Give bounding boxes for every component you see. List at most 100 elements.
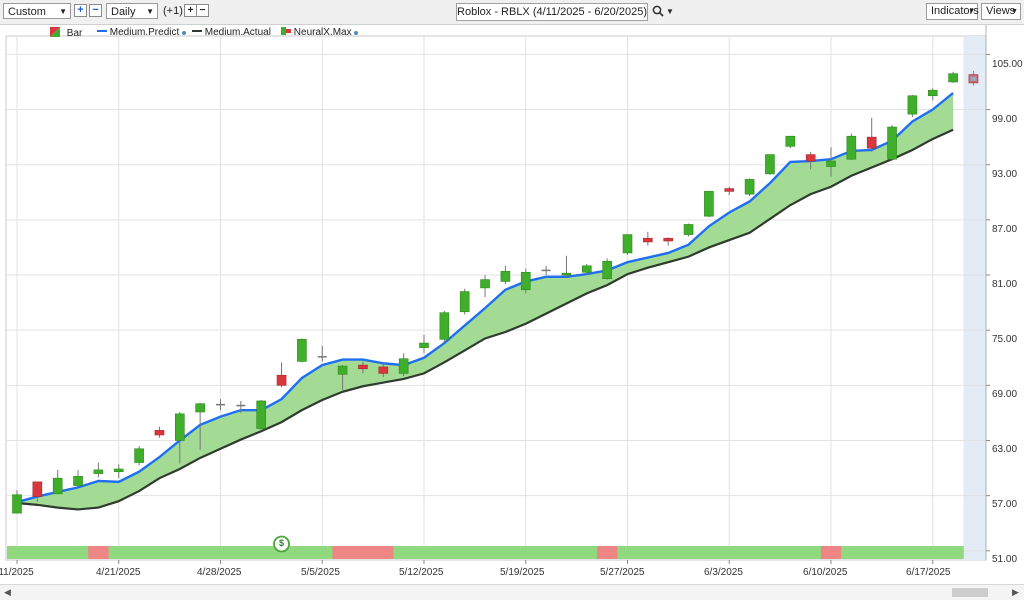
candle-body (622, 234, 633, 254)
horizontal-scrollbar[interactable]: ◀ ▶ (0, 584, 1024, 600)
scrollbar-thumb[interactable] (952, 588, 988, 597)
candle-body (683, 224, 694, 235)
candle-body (439, 312, 450, 340)
y-tick-label: 63.00 (992, 444, 1018, 455)
preset-value: Custom (8, 6, 46, 18)
signal-band-segment (780, 546, 801, 559)
candle-body (785, 135, 796, 147)
actual-line-icon (192, 30, 202, 32)
x-tick-label: 5/27/2025 (600, 567, 645, 578)
settings-dot-icon[interactable] (354, 31, 359, 35)
signal-marker-icon (273, 535, 290, 553)
signal-band-segment (698, 546, 720, 559)
signal-band-segment (617, 546, 639, 559)
chart-toolbar: Custom ▼ + − Daily ▼ (+1) + − Roblox - R… (0, 0, 1024, 25)
candle-body (663, 237, 674, 242)
legend-label-bar: Bar (66, 28, 83, 39)
symbol-title-box[interactable]: Roblox - RBLX (4/11/2025 - 6/20/2025) (456, 3, 648, 21)
y-tick-label: 87.00 (992, 224, 1018, 235)
interval-dropdown[interactable]: Daily ▼ (106, 3, 158, 19)
settings-dot-icon[interactable] (182, 31, 187, 35)
y-tick-label: 57.00 (992, 499, 1018, 510)
search-icon[interactable] (652, 5, 664, 17)
scroll-right-icon[interactable]: ▶ (1012, 587, 1019, 597)
x-tick-label: 4/21/2025 (96, 567, 141, 578)
signal-band-segment (413, 546, 435, 559)
signal-band-segment (739, 546, 761, 559)
candle-body (32, 481, 43, 497)
signal-band-segment (942, 546, 964, 559)
signal-band-segment (515, 546, 537, 559)
x-tick-label: 4/28/2025 (197, 567, 242, 578)
signal-band-segment (495, 546, 517, 559)
candle-body (602, 260, 612, 279)
candle-body (520, 271, 531, 291)
legend-item-neural[interactable]: NeuralX.Max (281, 27, 359, 38)
candles-layer (12, 70, 979, 514)
candle-body (297, 339, 307, 362)
legend-item-predict[interactable]: Medium.Predict (97, 27, 187, 38)
legend-item-bar[interactable]: Bar (50, 27, 82, 39)
candle-body (805, 154, 816, 162)
candle-body (52, 477, 63, 495)
y-tick-label: 105.00 (992, 59, 1023, 70)
candle-body (419, 342, 429, 348)
signal-band-segment (637, 546, 659, 559)
signal-band-segment (47, 546, 69, 559)
chevron-down-icon: ▼ (968, 8, 975, 15)
y-tick-label: 51.00 (992, 554, 1018, 565)
legend-label-neural: NeuralX.Max (293, 27, 352, 38)
signal-band-segment (678, 546, 700, 559)
candle-body (113, 468, 124, 473)
candle-body (195, 403, 205, 413)
candle-body (927, 89, 938, 97)
candle-body (459, 291, 470, 313)
x-tick-label: 4/11/2025 (0, 567, 34, 578)
candle-body (846, 135, 857, 160)
candle-body (93, 469, 104, 474)
candle-body (907, 95, 918, 115)
signal-band (7, 546, 964, 559)
signal-band-segment (352, 546, 374, 559)
signal-band-segment (881, 546, 903, 559)
x-tick-label: 6/10/2025 (803, 567, 848, 578)
y-tick-label: 93.00 (992, 169, 1018, 180)
signal-band-segment (820, 546, 842, 559)
search-options-chevron-icon[interactable]: ▼ (666, 7, 674, 16)
signal-band-segment (759, 546, 781, 559)
signal-band-segment (902, 546, 924, 559)
candle-body (581, 265, 592, 273)
candle-body (765, 154, 775, 175)
x-tick-label: 6/3/2025 (704, 567, 743, 578)
candle-body (561, 272, 572, 276)
candle-body (358, 364, 368, 370)
candle-body (154, 430, 165, 436)
signal-band-segment (7, 546, 28, 559)
indicators-button[interactable]: Indicators ▼ (926, 3, 979, 20)
views-button[interactable]: Views ▼ (981, 3, 1021, 20)
candle-body (643, 237, 653, 243)
preset-dropdown[interactable]: Custom ▼ (3, 3, 71, 19)
add-button[interactable]: + (74, 4, 87, 17)
candle-body (500, 271, 511, 282)
signal-band-segment (128, 546, 150, 559)
signal-band-segment (393, 546, 415, 559)
signal-band-segment (27, 546, 49, 559)
remove-button[interactable]: − (89, 4, 102, 17)
signal-band-segment (291, 546, 313, 559)
signal-band-segment (454, 546, 476, 559)
candle-body (73, 476, 83, 486)
x-tick-label: 6/17/2025 (906, 567, 951, 578)
offset-decrease-button[interactable]: − (196, 4, 209, 17)
legend-item-actual[interactable]: Medium.Actual (192, 27, 271, 38)
chart-title: Roblox - RBLX (4/11/2025 - 6/20/2025) (457, 6, 647, 18)
signal-band-segment (719, 546, 740, 559)
legend-label-actual: Medium.Actual (204, 27, 271, 38)
signal-band-segment (169, 546, 191, 559)
scroll-left-icon[interactable]: ◀ (4, 587, 11, 597)
interval-value: Daily (111, 6, 136, 18)
candle-body (337, 365, 348, 375)
series-line-medium-actual (16, 128, 954, 511)
signal-band-segment (210, 546, 232, 559)
